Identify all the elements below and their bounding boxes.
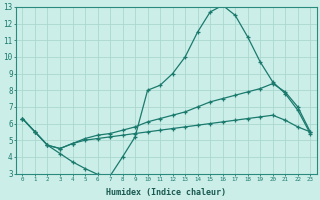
X-axis label: Humidex (Indice chaleur): Humidex (Indice chaleur) xyxy=(106,188,226,197)
